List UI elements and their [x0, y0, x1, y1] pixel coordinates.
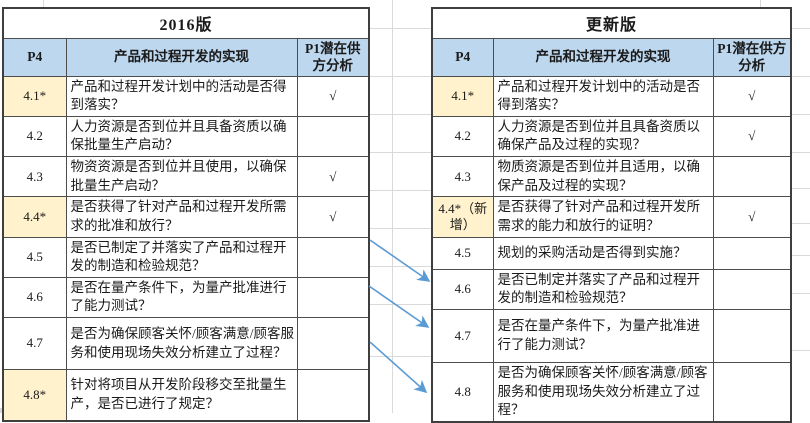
cell-question-id[interactable]: 4.6: [2, 276, 67, 319]
gridline: [368, 76, 432, 77]
table-row: 4.2 人力资源是否到位并且具备资质以确保批量生产启动？: [2, 115, 370, 158]
column-header-question: 产品和过程开发的实现: [65, 37, 298, 77]
cell-question-id[interactable]: 4.1*: [431, 75, 494, 117]
gridline: [790, 152, 810, 153]
table-row: 4.1* 产品和过程开发计划中的活动是否得到落实？ √: [431, 75, 792, 117]
cell-p1-checkmark[interactable]: [296, 236, 370, 278]
gridline: [790, 114, 810, 115]
gridline: [392, 0, 393, 413]
table-row: 4.6 是否已制定并落实了产品和过程开发的制造和检验规范？: [431, 268, 792, 310]
cell-p1-checkmark[interactable]: [296, 369, 370, 422]
gridline: [790, 76, 810, 77]
cell-question-text[interactable]: 是否已制定并落实了产品和过程开发的制造和检验规范？: [492, 268, 714, 310]
cell-question-id[interactable]: 4.2: [2, 115, 67, 158]
cell-p1-checkmark[interactable]: [712, 156, 792, 198]
gridline: [790, 255, 810, 256]
cell-question-text[interactable]: 是否为确保顾客关怀/顾客满意/顾客服务和使用现场失效分析建立了过程？: [65, 317, 298, 371]
cell-question-text[interactable]: 是否在量产条件下，为量产批准进行了能力测试？: [492, 308, 714, 363]
gridline: [790, 28, 810, 29]
cell-question-text[interactable]: 是否获得了针对产品和过程开发所需求的能力和放行的证明？: [492, 196, 714, 238]
cell-p1-checkmark[interactable]: √: [712, 75, 792, 117]
table-2016-version: 2016版 P4 产品和过程开发的实现 P1潜在供方分析 4.1* 产品和过程开…: [2, 7, 371, 422]
table-row: 4.1* 产品和过程开发计划中的活动是否得到落实？ √: [2, 75, 370, 117]
cell-question-text[interactable]: 是否已制定了并落实了产品和过程开发的制造和检验规范？: [65, 236, 298, 278]
mapping-arrow: [368, 285, 430, 328]
cell-question-text[interactable]: 规划的采购活动是否得到实施？: [492, 236, 714, 270]
gridline: [790, 293, 810, 294]
cell-p1-checkmark[interactable]: [712, 236, 792, 270]
cell-p1-checkmark[interactable]: √: [296, 75, 370, 117]
cell-question-text[interactable]: 是否为确保顾客关怀/顾客满意/顾客服务和使用现场失效分析建立了过程？: [492, 361, 714, 423]
cell-question-id[interactable]: 4.4*（新增）: [431, 196, 494, 238]
gridline: [43, 0, 44, 8]
mapping-arrow: [369, 341, 428, 394]
cell-p1-checkmark[interactable]: √: [296, 156, 370, 198]
gridline: [368, 356, 432, 357]
cell-p1-checkmark[interactable]: [296, 276, 370, 319]
table-row: 4.6 是否在量产条件下，为量产批准进行了能力测试？: [2, 276, 370, 319]
cell-question-text[interactable]: 产品和过程开发计划中的活动是否得到落实？: [65, 75, 298, 117]
cell-question-text[interactable]: 人力资源是否到位并且具备资质以确保批量生产启动？: [65, 115, 298, 158]
gridline: [790, 350, 810, 351]
table-row: 4.4*（新增） 是否获得了针对产品和过程开发所需求的能力和放行的证明？ √: [431, 196, 792, 238]
gridline: [368, 28, 432, 29]
cell-p1-checkmark[interactable]: [712, 268, 792, 310]
gridline: [368, 228, 432, 229]
cell-question-id[interactable]: 4.5: [431, 236, 494, 270]
column-header-question: 产品和过程开发的实现: [492, 37, 714, 77]
table-row: 4.3 物资资源是否到位并且使用，以确保批量生产启动？ √: [2, 156, 370, 198]
cell-question-id[interactable]: 4.8: [431, 361, 494, 423]
cell-question-id[interactable]: 4.7: [431, 308, 494, 363]
table-row: 4.7 是否为确保顾客关怀/顾客满意/顾客服务和使用现场失效分析建立了过程？: [2, 317, 370, 371]
cell-question-text[interactable]: 产品和过程开发计划中的活动是否得到落实？: [492, 75, 714, 117]
cell-question-id[interactable]: 4.2: [431, 115, 494, 158]
cell-question-id[interactable]: 4.4*: [2, 196, 67, 238]
cell-question-id[interactable]: 4.5: [2, 236, 67, 278]
table-row: 4.3 物质资源是否到位并且适用，以确保产品及过程的实现？: [431, 156, 792, 198]
table-row: 4.5 是否已制定了并落实了产品和过程开发的制造和检验规范？: [2, 236, 370, 278]
table-row: 4.7 是否在量产条件下，为量产批准进行了能力测试？: [431, 308, 792, 363]
cell-p1-checkmark[interactable]: √: [712, 196, 792, 238]
cell-p1-checkmark[interactable]: [296, 115, 370, 158]
table-title-updated: 更新版: [431, 7, 792, 39]
cell-p1-checkmark[interactable]: [712, 308, 792, 363]
table-row: 4.4* 是否获得了针对产品和过程开发所需求的批准和放行？ √: [2, 196, 370, 238]
table-row: 4.8 是否为确保顾客关怀/顾客满意/顾客服务和使用现场失效分析建立了过程？: [431, 361, 792, 423]
gridline: [790, 223, 810, 224]
gridline: [368, 152, 432, 153]
cell-question-id[interactable]: 4.3: [431, 156, 494, 198]
column-header-p4: P4: [2, 37, 67, 77]
cell-question-text[interactable]: 是否在量产条件下，为量产批准进行了能力测试？: [65, 276, 298, 319]
table-row: 4.2 人力资源是否到位并且具备资质以确保产品及过程的实现？ √: [431, 115, 792, 158]
cell-question-text[interactable]: 是否获得了针对产品和过程开发所需求的批准和放行？: [65, 196, 298, 238]
cell-question-id[interactable]: 4.1*: [2, 75, 67, 117]
column-header-p4: P4: [431, 37, 494, 77]
table-title-2016: 2016版: [2, 7, 370, 39]
cell-p1-checkmark[interactable]: [712, 361, 792, 423]
gridline: [790, 188, 810, 189]
column-header-p1-analysis: P1潜在供方分析: [296, 37, 370, 77]
cell-p1-checkmark[interactable]: √: [712, 115, 792, 158]
cell-question-text[interactable]: 物资资源是否到位并且使用，以确保批量生产启动？: [65, 156, 298, 198]
cell-question-id[interactable]: 4.3: [2, 156, 67, 198]
gridline: [368, 114, 432, 115]
cell-p1-checkmark[interactable]: [296, 317, 370, 371]
cell-question-id[interactable]: 4.7: [2, 317, 67, 371]
cell-question-text[interactable]: 人力资源是否到位并且具备资质以确保产品及过程的实现？: [492, 115, 714, 158]
cell-question-id[interactable]: 4.6: [431, 268, 494, 310]
gridline: [368, 266, 432, 267]
gridline: [368, 304, 432, 305]
cell-question-text[interactable]: 物质资源是否到位并且适用，以确保产品及过程的实现？: [492, 156, 714, 198]
cell-p1-checkmark[interactable]: √: [296, 196, 370, 238]
gridline: [368, 190, 432, 191]
table-row: 4.5 规划的采购活动是否得到实施？: [431, 236, 792, 270]
table-updated-version: 更新版 P4 产品和过程开发的实现 P1潜在供方分析 4.1* 产品和过程开发计…: [431, 7, 793, 423]
mapping-arrow: [369, 239, 431, 282]
column-header-p1-analysis: P1潜在供方分析: [712, 37, 792, 77]
gridline: [760, 0, 761, 8]
